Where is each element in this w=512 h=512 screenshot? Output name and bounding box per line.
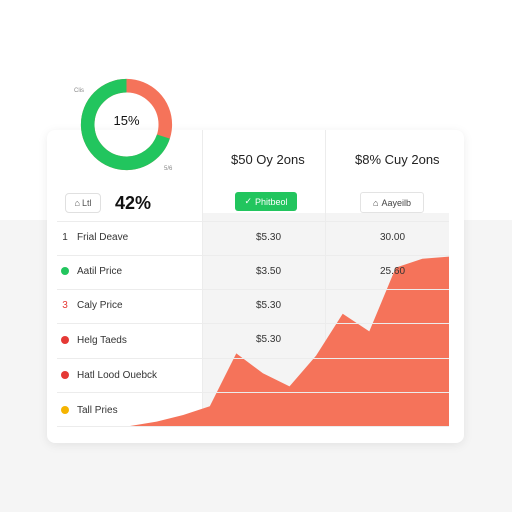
row-divider — [57, 358, 449, 359]
row-marker-dot — [60, 267, 70, 278]
check-icon: ✓ — [244, 196, 252, 206]
summary-chip-label: Ltl — [81, 198, 92, 208]
row-marker-number: 3 — [62, 300, 68, 311]
donut-tick-label: 5/6 — [164, 166, 173, 172]
donut-percent: 15% — [113, 113, 140, 128]
row-value-col1: $5.30 — [256, 334, 282, 345]
row-value-col1: $3.50 — [256, 266, 282, 277]
donut-chart — [80, 78, 173, 171]
select-plan-button-2-label: Aayeilb — [381, 197, 411, 208]
row-value-col1: $5.30 — [256, 300, 282, 311]
summary-value: 42% — [115, 193, 152, 213]
row-divider — [57, 323, 449, 324]
row-marker-number: 1 — [62, 232, 68, 243]
row-value-col1: $5.30 — [256, 232, 282, 243]
row-label: Aatil Price — [77, 266, 123, 277]
area-chart — [130, 256, 449, 426]
column-divider — [325, 130, 326, 423]
donut-arc — [80, 78, 173, 171]
pricing-card: $50 Oy 2ons $8% Cuy 2ons ⌂ Ltl 42% ✓ Phi… — [47, 130, 464, 443]
summary-chip[interactable]: ⌂ Ltl — [65, 193, 101, 213]
column-header-1: $50 Oy 2ons — [231, 152, 305, 167]
select-plan-button-1-label: Phitbeol — [255, 196, 288, 207]
row-divider — [57, 392, 449, 393]
row-label: Caly Price — [77, 300, 123, 311]
select-plan-button-1[interactable]: ✓ Phitbeol — [235, 192, 297, 211]
row-value-col2: 25.60 — [380, 266, 406, 277]
row-marker-dot — [60, 371, 70, 382]
tag-icon: ⌂ — [74, 198, 80, 208]
column-divider — [202, 130, 203, 423]
column-header-2: $8% Cuy 2ons — [355, 152, 440, 167]
row-divider — [57, 289, 449, 290]
row-label: Hatl Lood Ouebck — [77, 370, 158, 381]
row-divider — [57, 426, 449, 427]
row-marker-dot — [60, 336, 70, 347]
row-marker-dot — [60, 406, 70, 417]
row-label: Frial Deave — [77, 232, 129, 243]
row-divider — [57, 255, 449, 256]
row-label: Helg Taeds — [77, 335, 127, 346]
row-label: Tall Pries — [77, 405, 118, 416]
area-series — [130, 256, 449, 426]
donut-tick-label: Clis — [74, 88, 84, 94]
tag-icon: ⌂ — [373, 197, 379, 208]
select-plan-button-2[interactable]: ⌂ Aayeilb — [360, 192, 424, 213]
row-divider — [57, 221, 449, 222]
row-value-col2: 30.00 — [380, 232, 406, 243]
